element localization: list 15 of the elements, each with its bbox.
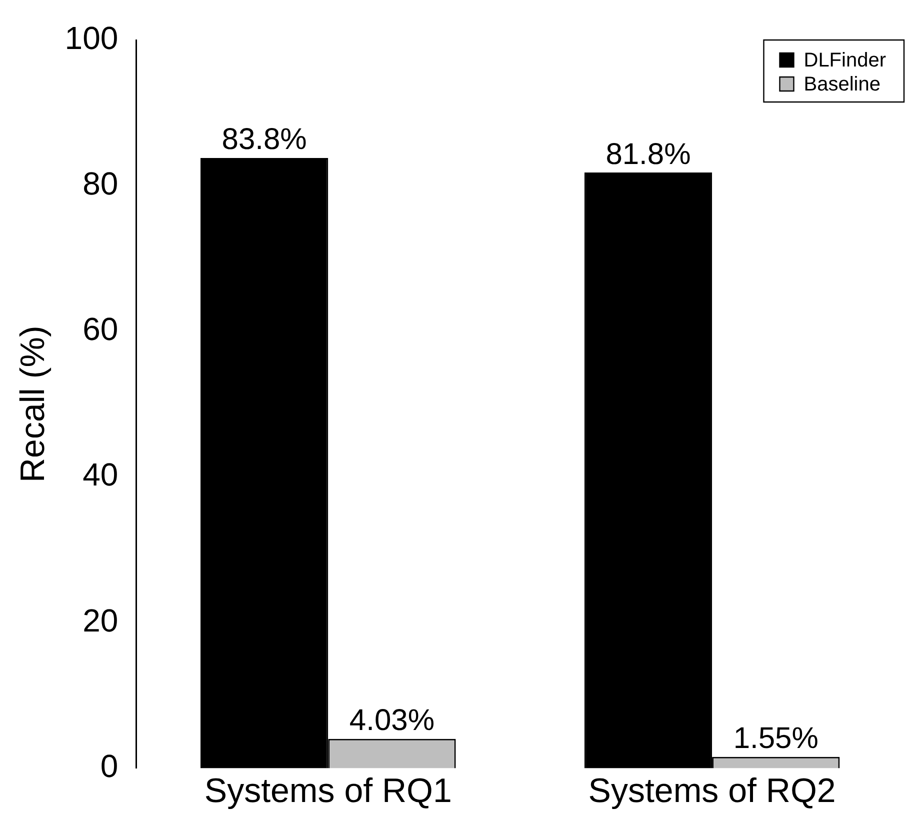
legend-label: Baseline: [804, 74, 880, 96]
y-axis-title: Recall (%): [14, 326, 52, 483]
data-label: 81.8%: [606, 138, 691, 171]
legend-label: DLFinder: [804, 50, 886, 72]
y-tick-label: 100: [64, 20, 118, 56]
data-label: 83.8%: [222, 123, 307, 156]
y-tick-label: 60: [82, 311, 118, 348]
y-tick-label: 0: [100, 748, 118, 784]
y-tick-label: 20: [82, 602, 118, 638]
x-tick-label: Systems of RQ2: [588, 772, 836, 810]
x-tick-label: Systems of RQ1: [204, 772, 452, 810]
y-tick-label: 40: [82, 456, 118, 493]
data-label: 1.55%: [733, 722, 818, 756]
data-label: 4.03%: [349, 704, 435, 738]
y-tick-label: 80: [82, 165, 118, 202]
